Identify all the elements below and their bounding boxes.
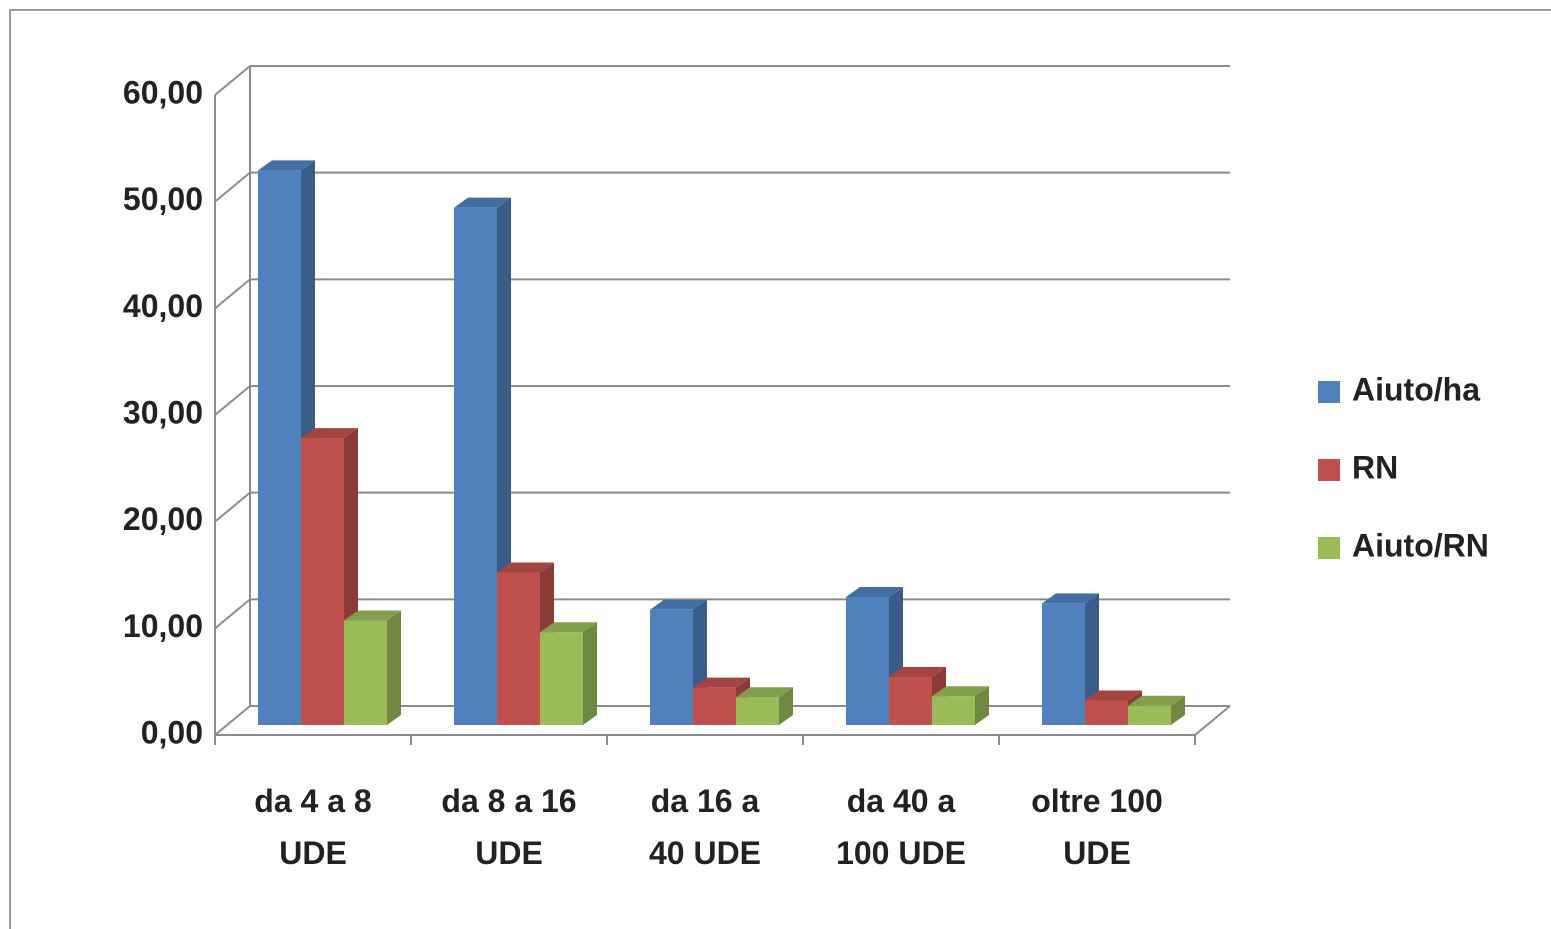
bar <box>736 697 779 725</box>
bar-top <box>301 428 358 439</box>
x-tick-label: da 40 a 100 UDE <box>836 783 966 871</box>
bar-top <box>693 677 750 688</box>
bar <box>1128 705 1171 725</box>
grid-line <box>214 491 251 523</box>
bar-top <box>1128 695 1185 706</box>
bar-side <box>975 686 989 725</box>
x-tick-label: da 8 a 16 UDE <box>441 783 577 871</box>
bar <box>1042 603 1085 725</box>
bar-side <box>387 610 401 725</box>
bar <box>540 632 583 725</box>
grid-line <box>214 385 251 416</box>
grid-line <box>214 278 251 310</box>
bar <box>846 597 889 725</box>
bar-top <box>846 587 903 597</box>
legend-swatch <box>1318 381 1340 403</box>
chart-frame <box>9 9 1551 929</box>
bar <box>497 572 540 725</box>
x-tick-label: da 4 a 8 UDE <box>254 783 372 871</box>
bar-side <box>583 622 597 725</box>
bar-top <box>1042 593 1099 604</box>
y-tick-label: 0,00 <box>141 714 203 750</box>
y-tick-label: 60,00 <box>123 74 203 110</box>
legend-swatch <box>1318 459 1340 481</box>
bar-side <box>1085 593 1099 725</box>
legend-label: Aiuto/RN <box>1352 527 1489 563</box>
bar-top <box>258 160 315 171</box>
bar-side <box>1171 695 1185 725</box>
y-tick-label: 30,00 <box>123 394 203 430</box>
bar-top <box>932 686 989 697</box>
y-tick-label: 50,00 <box>123 181 203 217</box>
bar <box>693 687 736 725</box>
y-tick-label: 40,00 <box>123 288 203 324</box>
bar <box>650 609 693 725</box>
grid-line <box>214 705 251 736</box>
bar <box>258 170 301 726</box>
bar-top <box>650 599 707 610</box>
legend-label: RN <box>1352 449 1398 485</box>
bar <box>889 677 932 725</box>
bar-top <box>344 610 401 621</box>
y-tick-label: 20,00 <box>123 501 203 537</box>
bar-top <box>889 667 946 677</box>
y-tick-label: 10,00 <box>123 608 203 644</box>
floor-side <box>1194 705 1231 736</box>
bar-side <box>779 687 793 725</box>
bar <box>1085 700 1128 725</box>
x-tick-label: da 16 a 40 UDE <box>648 783 762 871</box>
bar-top <box>454 197 511 208</box>
bar-top <box>540 622 597 633</box>
grid-line <box>214 598 251 630</box>
bar-top <box>497 562 554 573</box>
x-tick-label: oltre 100 UDE <box>1031 783 1163 871</box>
legend-label: Aiuto/ha <box>1352 371 1480 407</box>
bar-top <box>1085 690 1142 701</box>
bar <box>932 696 975 725</box>
grid-line <box>214 65 251 96</box>
bar <box>454 207 497 725</box>
bar <box>344 620 387 725</box>
bar-top <box>736 687 793 698</box>
bar <box>301 438 344 725</box>
grid-line <box>214 171 251 203</box>
legend-swatch <box>1318 537 1340 559</box>
